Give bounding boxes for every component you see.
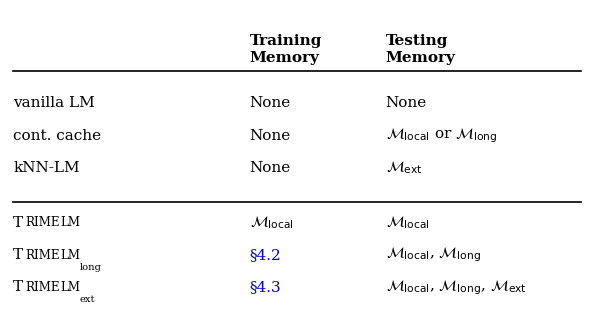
Text: LM: LM [61,216,81,229]
Text: T: T [13,280,23,294]
Text: None: None [249,128,291,142]
Text: long: long [80,263,102,272]
Text: $\mathcal{M}_{\mathrm{local}}$: $\mathcal{M}_{\mathrm{local}}$ [249,215,293,231]
Text: vanilla LM: vanilla LM [13,96,95,110]
Text: ext: ext [80,295,95,304]
Text: T: T [13,216,23,230]
Text: None: None [249,161,291,175]
Text: Testing
Memory: Testing Memory [386,34,456,65]
Text: LM: LM [61,249,81,262]
Text: $\mathcal{M}_{\mathrm{local}}$, $\mathcal{M}_{\mathrm{long}}$, $\mathcal{M}_{\ma: $\mathcal{M}_{\mathrm{local}}$, $\mathca… [386,278,526,297]
Text: §4.2: §4.2 [249,248,282,262]
Text: $\mathcal{M}_{\mathrm{local}}$: $\mathcal{M}_{\mathrm{local}}$ [386,215,429,231]
Text: $\mathcal{M}_{\mathrm{local}}$ or $\mathcal{M}_{\mathrm{long}}$: $\mathcal{M}_{\mathrm{local}}$ or $\math… [386,126,497,145]
Text: T: T [13,248,23,262]
Text: §4.3: §4.3 [249,280,282,294]
Text: kNN-LM: kNN-LM [13,161,80,175]
Text: None: None [386,96,427,110]
Text: RIME: RIME [25,249,59,262]
Text: RIME: RIME [25,216,59,229]
Text: Training
Memory: Training Memory [249,34,322,65]
Text: RIME: RIME [25,281,59,294]
Text: cont. cache: cont. cache [13,128,102,142]
Text: None: None [249,96,291,110]
Text: $\mathcal{M}_{\mathrm{local}}$, $\mathcal{M}_{\mathrm{long}}$: $\mathcal{M}_{\mathrm{local}}$, $\mathca… [386,246,481,264]
Text: $\mathcal{M}_{\mathrm{ext}}$: $\mathcal{M}_{\mathrm{ext}}$ [386,159,422,176]
Text: LM: LM [61,281,81,294]
